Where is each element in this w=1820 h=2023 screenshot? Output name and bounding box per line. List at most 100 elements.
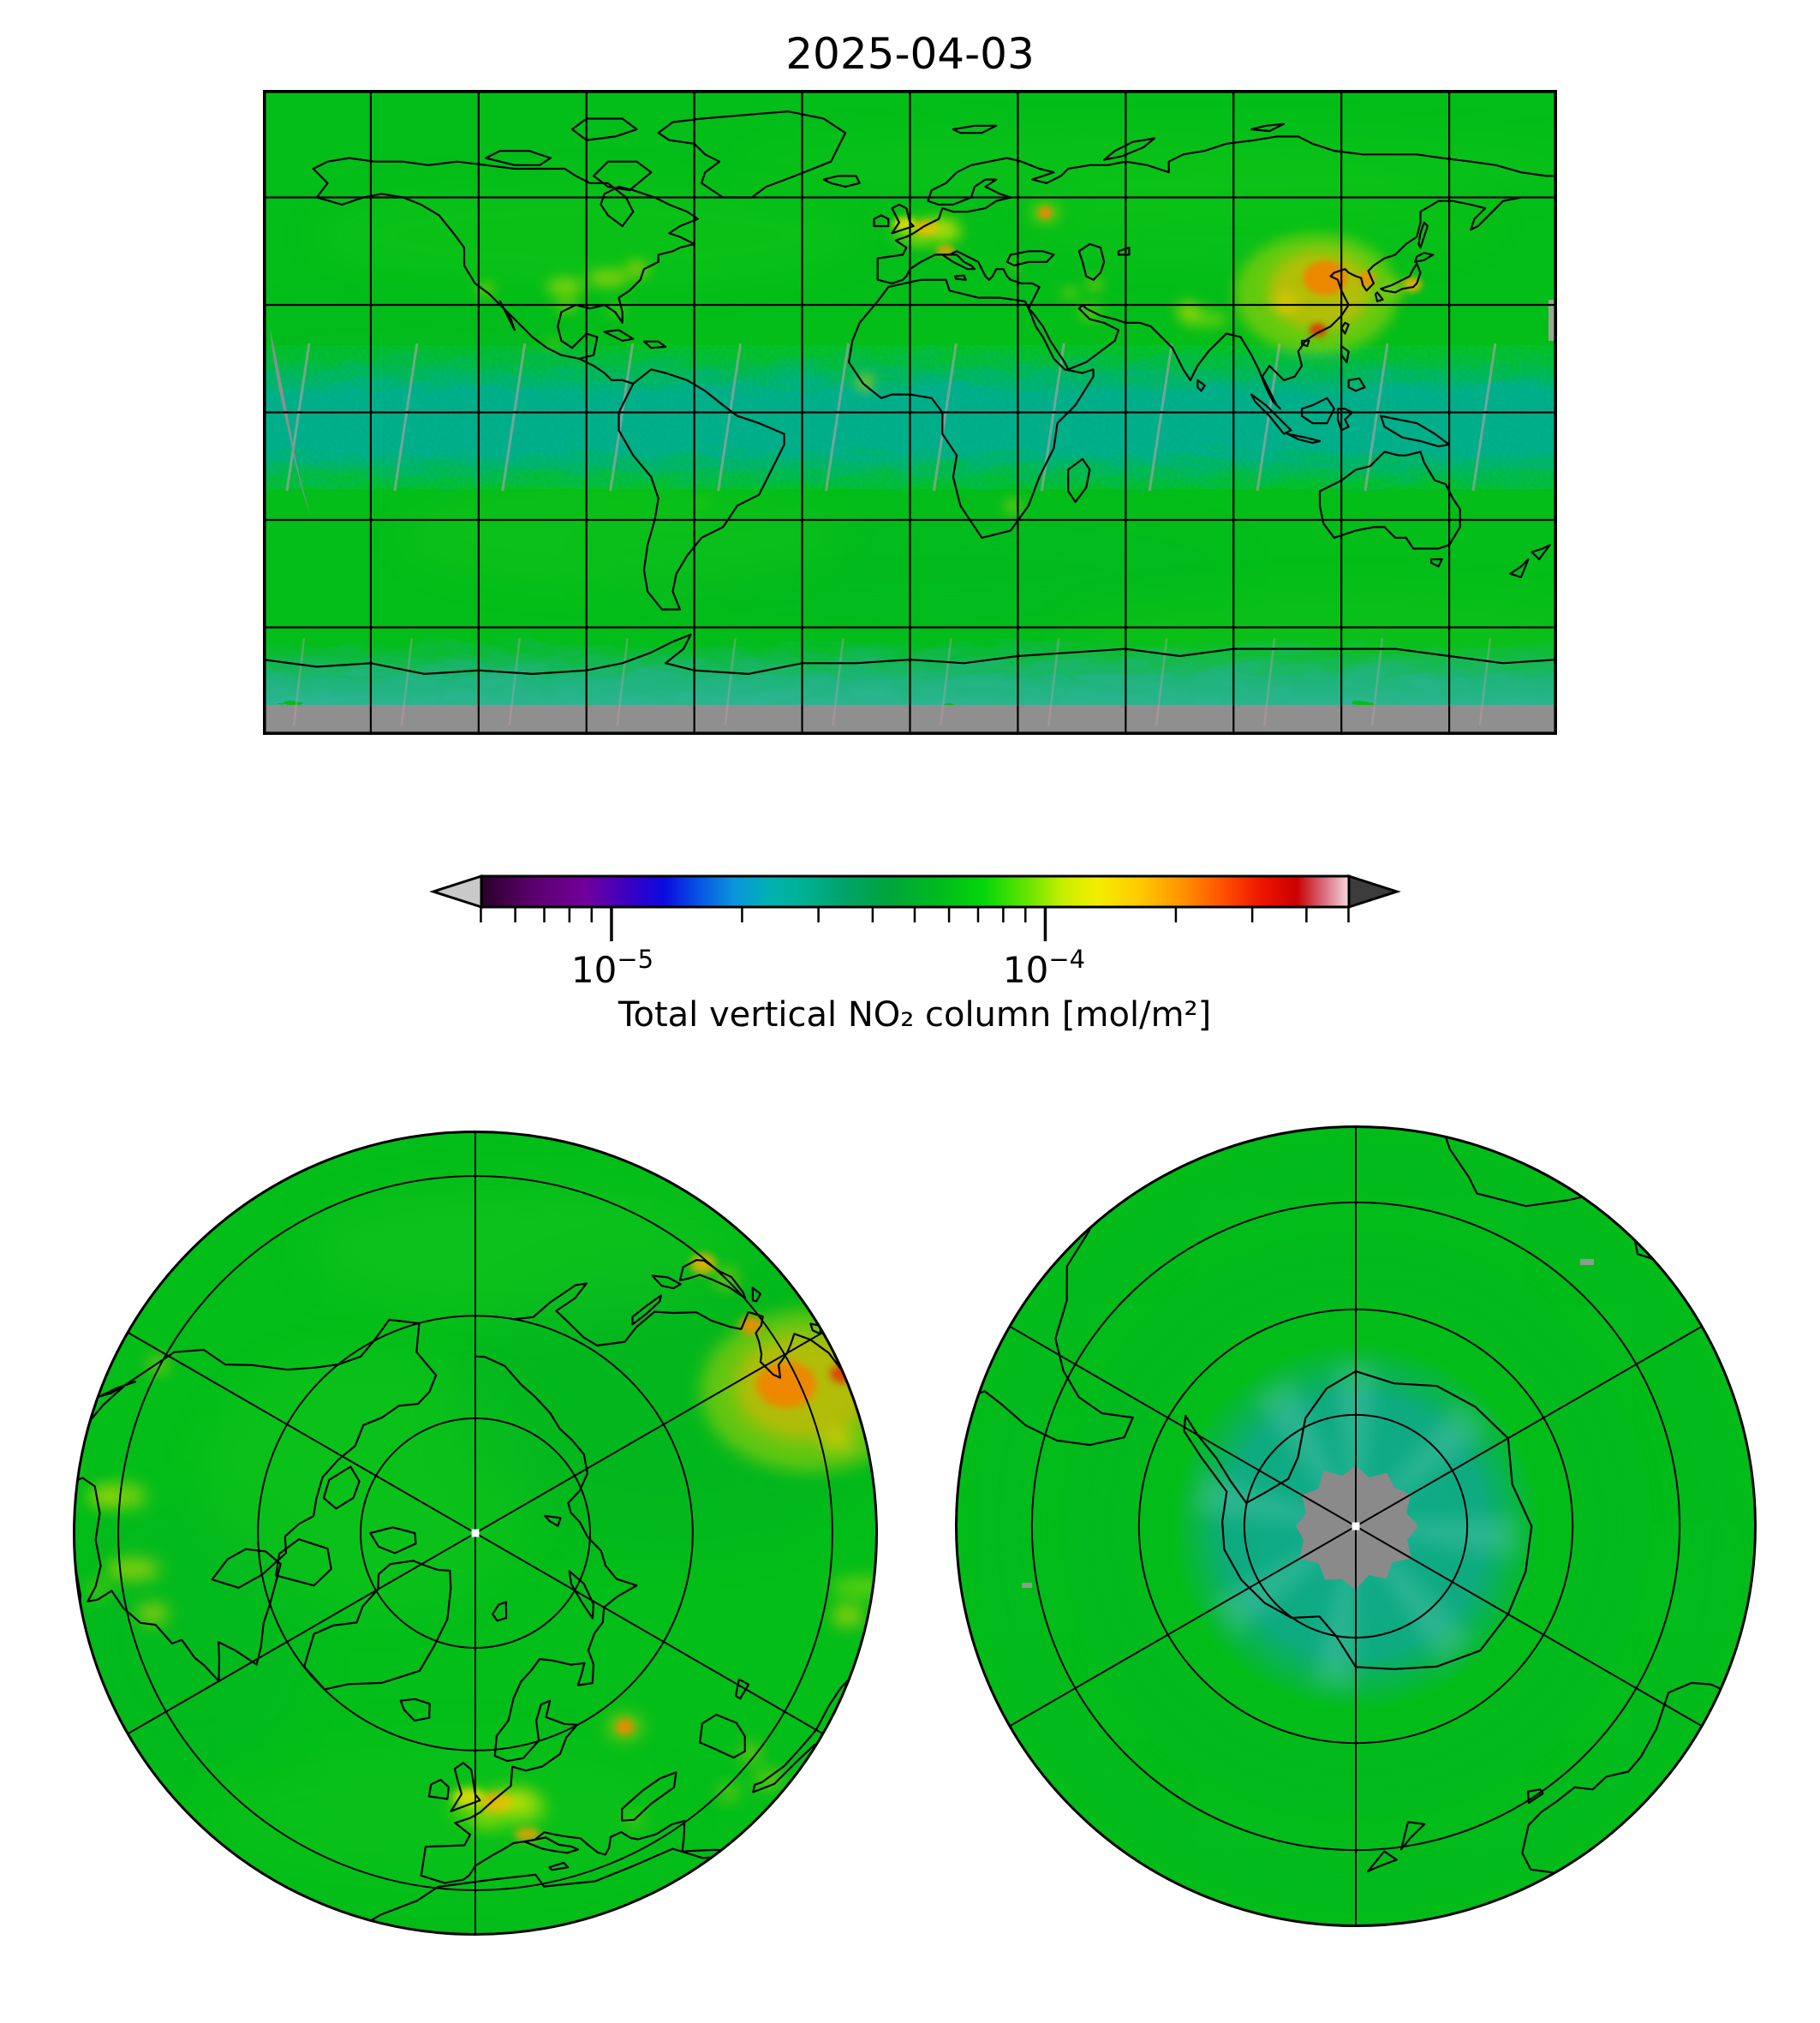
coastline bbox=[74, 1318, 438, 1682]
coastline bbox=[1067, 457, 1091, 504]
polar-map-content bbox=[74, 1131, 877, 1935]
coastline bbox=[1399, 1821, 1426, 1851]
hotspot bbox=[587, 270, 629, 286]
orbit-gap-line bbox=[501, 343, 527, 492]
hotspot bbox=[548, 338, 559, 348]
hotspot bbox=[1088, 278, 1102, 291]
coastline bbox=[953, 274, 967, 281]
pole-no-data-dot bbox=[1352, 1522, 1360, 1531]
no-data-pixels bbox=[1729, 1376, 1748, 1383]
coastline bbox=[891, 203, 915, 235]
figure-title: 2025-04-03 bbox=[785, 29, 1035, 79]
coastline bbox=[1250, 122, 1286, 133]
tonal-wash bbox=[74, 1499, 313, 1773]
orbit-gap-line bbox=[292, 637, 306, 726]
colorbar: 10−5 10−4 Total vertical NO₂ column [mol… bbox=[429, 874, 1401, 1035]
coastline bbox=[1077, 242, 1106, 281]
hotspot bbox=[1062, 288, 1077, 299]
hotspot bbox=[104, 1558, 161, 1580]
coastline bbox=[263, 633, 1557, 675]
tonal-wash bbox=[400, 484, 845, 587]
orbit-gap-line bbox=[832, 637, 844, 726]
coastline bbox=[303, 1560, 452, 1691]
coastline bbox=[618, 368, 785, 611]
hotspot bbox=[1031, 202, 1059, 224]
orbit-gap-line bbox=[1471, 343, 1497, 492]
hotspot bbox=[478, 1811, 495, 1826]
hotspot bbox=[1234, 234, 1398, 355]
coastline bbox=[1527, 1788, 1544, 1805]
polar-map-border bbox=[955, 1125, 1757, 1927]
under-range-arrow bbox=[429, 874, 483, 910]
coastline bbox=[1250, 393, 1292, 435]
orbit-gap-line bbox=[1256, 343, 1281, 492]
coastline bbox=[621, 1771, 677, 1822]
tonal-wash bbox=[201, 1739, 681, 1893]
coastline bbox=[751, 1286, 761, 1303]
polar-map-content bbox=[956, 1126, 1756, 1926]
coastline bbox=[848, 278, 1095, 539]
orbit-gap-line bbox=[508, 637, 522, 726]
coastline bbox=[1300, 339, 1310, 348]
colorbar-graphics bbox=[429, 874, 1401, 941]
tonal-wash bbox=[304, 1182, 749, 1319]
coastline bbox=[873, 214, 890, 228]
orbit-gap-line bbox=[1155, 637, 1168, 726]
hotspot bbox=[829, 1577, 877, 1598]
coastline bbox=[312, 157, 699, 360]
coastline bbox=[1347, 377, 1366, 392]
coastline bbox=[1005, 250, 1055, 267]
coastline bbox=[1367, 1850, 1398, 1872]
hotspot bbox=[1274, 294, 1298, 312]
coastline bbox=[369, 1526, 417, 1555]
coastline bbox=[98, 1381, 137, 1398]
coastline bbox=[570, 117, 638, 141]
orbit-gap-line bbox=[1478, 637, 1492, 726]
coastline bbox=[492, 1601, 508, 1622]
hotspot bbox=[136, 1604, 170, 1623]
coastline bbox=[1196, 379, 1206, 392]
gridlines bbox=[263, 90, 1557, 735]
coastline bbox=[322, 1465, 361, 1510]
coastline bbox=[1380, 415, 1451, 448]
colorbar-axis-label: Total vertical NO₂ column [mol/m²] bbox=[618, 995, 1211, 1035]
coastline bbox=[450, 1762, 481, 1812]
orbit-gap-line bbox=[609, 343, 635, 492]
coastline bbox=[1745, 1636, 1756, 1702]
coastline bbox=[699, 1713, 746, 1759]
orbit-gap-line bbox=[1370, 637, 1384, 726]
colorbar-tick-label-1e-5: 10−5 bbox=[571, 945, 653, 991]
hotspot bbox=[479, 284, 493, 295]
hotspot bbox=[719, 1785, 739, 1799]
coastline bbox=[399, 1698, 431, 1722]
coastline bbox=[593, 160, 653, 192]
coastline bbox=[523, 1836, 580, 1854]
coastline bbox=[568, 1570, 594, 1620]
coastlines bbox=[263, 110, 1557, 675]
coastline bbox=[1286, 433, 1322, 445]
hotspot bbox=[741, 1745, 761, 1762]
coastline bbox=[1340, 321, 1350, 335]
hotspot bbox=[546, 278, 584, 296]
pole-no-data-dot bbox=[471, 1529, 480, 1537]
map-content bbox=[263, 90, 1557, 735]
hotspot bbox=[821, 1428, 854, 1452]
coastline bbox=[1417, 221, 1429, 249]
coastline bbox=[822, 175, 861, 188]
coastline bbox=[1531, 544, 1551, 561]
south-polar-panel bbox=[955, 1125, 1757, 1927]
coastline bbox=[578, 357, 635, 385]
coastline bbox=[651, 1274, 682, 1290]
no-data-pixels bbox=[1739, 1391, 1751, 1397]
coastline bbox=[603, 329, 635, 342]
orbit-gap-line bbox=[1148, 343, 1173, 492]
hotspot bbox=[892, 218, 964, 246]
orbit-gap-line bbox=[825, 343, 850, 492]
tonal-wash bbox=[314, 184, 862, 287]
hotspot bbox=[912, 232, 925, 243]
coastline bbox=[941, 254, 976, 271]
orbit-gap-line bbox=[940, 637, 952, 726]
coastline bbox=[876, 135, 1557, 260]
coastline bbox=[1430, 558, 1443, 568]
